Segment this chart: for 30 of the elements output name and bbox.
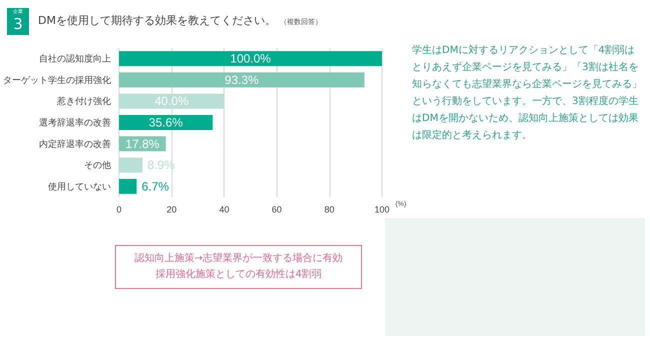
x-tick-label: 40 [219, 204, 230, 214]
bar [119, 115, 213, 130]
bar [119, 72, 364, 88]
text: 学生はDMに対するリアクションとして「4割弱はとりあえず企業ページを見てみる」「3割は社名を知らなくても志望業界なら企業ページを見てみる」という行動をしています。一方で、3割程度の学生はDMを開かないため、認知向上施策としては効果は限定的と考えられます。 [412, 44, 643, 143]
chart-title: DMを使用して期待する効果を教えてください。 [38, 14, 276, 27]
data-label: 93.3% [224, 72, 260, 87]
y-tick-label: 内定辞退率の改善 [39, 138, 111, 149]
x-tick-label: 20 [166, 204, 177, 214]
y-tick-label: 自社の認知度向上 [39, 54, 111, 64]
bar [119, 51, 382, 66]
x-tick-label: 0 [116, 204, 122, 214]
y-tick-label: ターゲット学生の採用強化 [3, 74, 111, 85]
x-tick-label: 100 [374, 204, 390, 214]
y-tick-label: 選考辞退率の改善 [39, 118, 111, 128]
y-tick-label: 惹き付け強化 [56, 96, 111, 106]
text: 採用強化施策としての有効性は4割弱 [154, 268, 323, 282]
data-label: 8.9% [147, 158, 176, 172]
bar [119, 158, 142, 173]
data-label: 35.6% [148, 116, 184, 130]
bar [119, 178, 137, 194]
y-tick-label: その他 [84, 160, 111, 170]
data-label: 40.0% [154, 94, 189, 108]
bar [119, 94, 224, 109]
x-tick-label: 80 [324, 204, 334, 214]
data-label: 17.8% [125, 136, 160, 151]
text: 認知向上施策→志望業界が一致する場合に有効 [133, 252, 344, 266]
data-label: 6.7% [142, 179, 170, 194]
y-tick-label: 使用していない [48, 181, 111, 192]
x-tick-label: 60 [272, 204, 282, 214]
data-label: 100.0% [230, 52, 272, 66]
